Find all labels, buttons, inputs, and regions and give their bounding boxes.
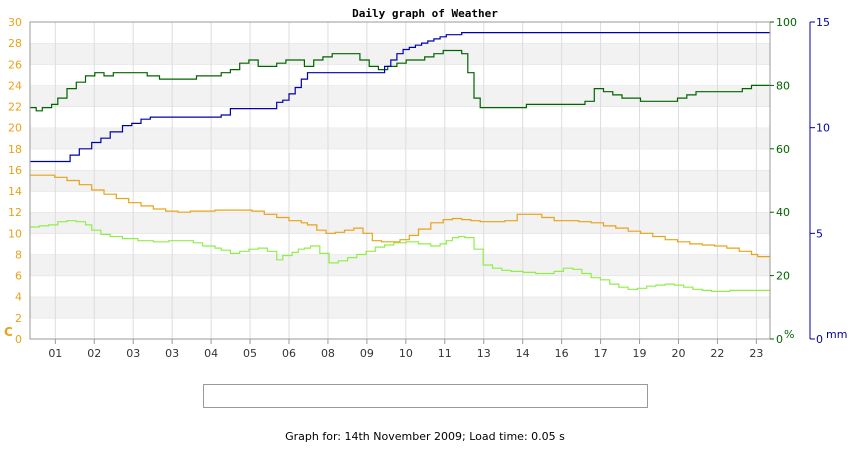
left-tick-label: 22	[8, 101, 22, 114]
rainfall-tick-label: 10	[816, 122, 830, 135]
x-tick-label: 17	[594, 347, 608, 360]
x-axis-ticks: 01 02 03 03 04 05 06 08 09 10 11 13 14 16 17 19 20 22 23	[48, 339, 763, 360]
left-tick-label: 0	[15, 333, 22, 346]
humidity-axis-ticks: 0 20 40 60 80 100	[770, 16, 797, 346]
x-tick-label: 04	[204, 347, 218, 360]
chart-title: Daily graph of Weather	[352, 7, 498, 20]
grid-band	[30, 212, 770, 234]
footer-date: 14th November 2009	[344, 430, 463, 443]
x-tick-label: 16	[555, 347, 569, 360]
left-tick-label: 2	[15, 312, 22, 325]
x-tick-label: 09	[360, 347, 374, 360]
grid-band	[30, 254, 770, 276]
grid-bands	[30, 21, 770, 339]
grid-band	[30, 233, 770, 255]
x-tick-label: 05	[243, 347, 257, 360]
grid-band	[30, 127, 770, 149]
x-tick-label: 19	[633, 347, 647, 360]
footer-load-value: 0.05 s	[531, 430, 565, 443]
x-tick-label: 10	[399, 347, 413, 360]
grid-band	[30, 148, 770, 170]
x-tick-label: 11	[438, 347, 452, 360]
grid-band	[30, 191, 770, 213]
x-tick-label: 14	[516, 347, 530, 360]
grid-band	[30, 64, 770, 86]
series-dew-point	[30, 220, 770, 292]
series-rainfall	[30, 32, 770, 163]
left-tick-label: 4	[15, 291, 22, 304]
humidity-tick-label: 0	[776, 333, 783, 346]
legend-frame	[203, 384, 648, 408]
plot-frame	[29, 21, 771, 340]
grid-band	[30, 85, 770, 107]
grid-band	[30, 22, 770, 44]
left-axis-unit: C	[4, 325, 13, 339]
footer: Graph for: 14th November 2009; Load time…	[285, 430, 565, 443]
footer-load-label: Load time:	[469, 430, 528, 443]
humidity-tick-label: 40	[776, 206, 790, 219]
rainfall-axis-unit: mm	[826, 328, 847, 341]
left-tick-label: 6	[15, 270, 22, 283]
left-tick-label: 12	[8, 206, 22, 219]
series-humidity	[30, 49, 770, 112]
humidity-tick-label: 100	[776, 16, 797, 29]
x-tick-label: 01	[48, 347, 62, 360]
left-tick-label: 14	[8, 185, 22, 198]
grid-band	[30, 317, 770, 339]
vertical-gridlines	[54, 22, 757, 339]
series-temperature	[30, 174, 770, 258]
x-tick-label: 23	[749, 347, 763, 360]
rainfall-axis-ticks: 0 5 10 15	[810, 16, 830, 346]
left-tick-label: 28	[8, 37, 22, 50]
humidity-tick-label: 80	[776, 79, 790, 92]
left-tick-label: 18	[8, 143, 22, 156]
x-tick-label: 03	[165, 347, 179, 360]
left-tick-label: 30	[8, 16, 22, 29]
left-tick-label: 10	[8, 227, 22, 240]
grid-band	[30, 296, 770, 318]
x-tick-label: 22	[710, 347, 724, 360]
x-tick-label: 06	[282, 347, 296, 360]
humidity-tick-label: 60	[776, 143, 790, 156]
x-tick-label: 20	[671, 347, 685, 360]
humidity-axis-unit: %	[784, 328, 794, 341]
x-tick-label: 03	[126, 347, 140, 360]
left-tick-label: 26	[8, 58, 22, 71]
grid-band	[30, 169, 770, 192]
rainfall-tick-label: 5	[816, 227, 823, 240]
footer-label: Graph for:	[285, 430, 341, 443]
left-tick-label: 8	[15, 248, 22, 261]
grid-band	[30, 275, 770, 297]
x-tick-label: 08	[321, 347, 335, 360]
series-lines	[30, 32, 770, 292]
grid-band	[30, 106, 770, 128]
x-tick-label: 02	[87, 347, 101, 360]
rainfall-tick-label: 15	[816, 16, 830, 29]
left-tick-label: 20	[8, 122, 22, 135]
rainfall-tick-label: 0	[816, 333, 823, 346]
x-tick-label: 13	[477, 347, 491, 360]
left-tick-label: 16	[8, 164, 22, 177]
humidity-tick-label: 20	[776, 270, 790, 283]
left-tick-label: 24	[8, 79, 22, 92]
